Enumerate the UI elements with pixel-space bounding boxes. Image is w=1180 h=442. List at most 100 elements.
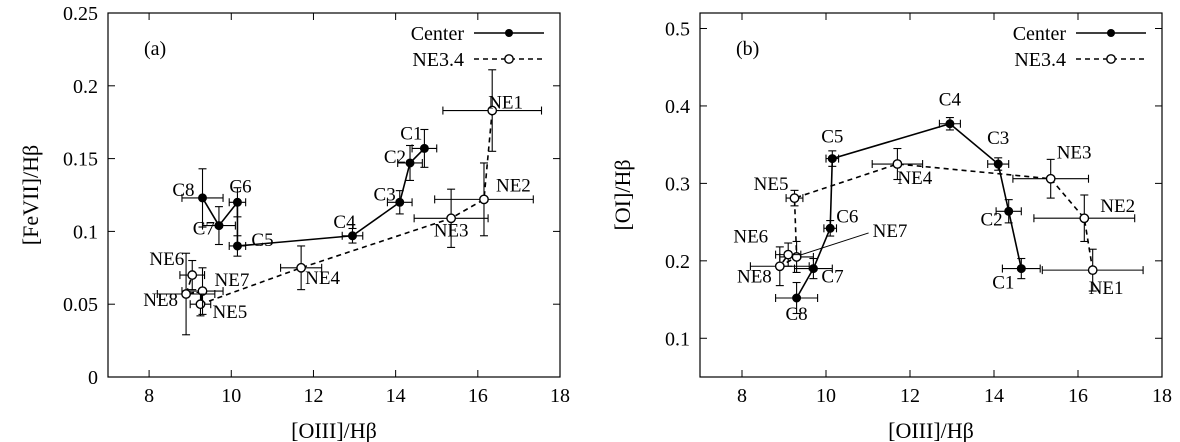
point-label-ne6: NE6 (149, 249, 184, 270)
x-tick-label: 10 (221, 385, 241, 407)
data-point-ne8 (774, 261, 785, 272)
point-label-c2: C2 (384, 147, 406, 168)
x-tick-label: 8 (737, 385, 747, 407)
data-point-ne3 (1045, 173, 1056, 184)
data-point-c3 (993, 159, 1003, 169)
series-center: C1 C2 C3 C4 C5 C6 C7 C8 (172, 123, 438, 257)
point-label-ne1: NE1 (1089, 278, 1124, 299)
x-tick-label: 18 (1152, 385, 1172, 407)
y-axis-label: [OI]/Hβ (610, 159, 635, 230)
series-ne3-4: NE1 NE2 NE3 NE4 NE5 NE7 NE8 NE6 (143, 69, 543, 336)
data-point-c5 (827, 154, 837, 164)
y-tick-label: 0.1 (73, 221, 98, 243)
y-tick-label: 0.1 (665, 328, 690, 350)
x-axis-label: [OIII]/Hβ (291, 418, 377, 442)
data-point-ne2 (479, 194, 489, 205)
point-label-c6: C6 (836, 206, 858, 227)
y-tick-label: 0.05 (63, 294, 98, 316)
data-point-ne7 (791, 252, 802, 262)
legend-marker-filled (1107, 29, 1115, 37)
point-label-ne3: NE3 (1057, 143, 1092, 164)
legend: Center NE3.4 (1013, 23, 1146, 71)
data-point-ne1 (487, 105, 498, 116)
legend-entry-label: NE3.4 (412, 49, 464, 71)
data-point-ne2 (1079, 213, 1090, 224)
x-tick-label: 16 (468, 385, 488, 407)
data-point-ne4 (892, 159, 903, 169)
point-label-c3: C3 (987, 128, 1009, 149)
y-axis-label: [FeVII]/Hβ (18, 145, 43, 245)
point-label-ne8: NE8 (143, 290, 178, 311)
data-point-c3 (395, 197, 405, 207)
y-tick-label: 0.4 (665, 96, 690, 118)
point-label-c1: C1 (992, 273, 1014, 294)
series-line (795, 122, 1023, 299)
point-label-ne2: NE2 (1100, 196, 1135, 217)
panel-label: (b) (736, 38, 759, 60)
x-tick-label: 14 (386, 385, 406, 407)
data-point-c2 (405, 158, 415, 168)
point-label-ne2: NE2 (496, 175, 531, 196)
data-point-ne1 (1087, 265, 1098, 276)
data-point-c8 (792, 293, 802, 303)
x-tick-label: 16 (1068, 385, 1088, 407)
plot-frame (107, 12, 561, 378)
y-tick-label: 0.25 (63, 3, 98, 25)
point-label-c2: C2 (981, 209, 1003, 230)
x-tick-label: 8 (144, 385, 154, 407)
point-label-ne5: NE5 (212, 302, 247, 323)
data-point-c6 (232, 197, 242, 207)
point-label-ne3: NE3 (434, 220, 469, 241)
data-point-c1 (1016, 264, 1026, 274)
panel-a-chart: 8 10 12 14 16 18 0 0.05 0.1 0.15 0.2 0.25 [OIII]/Hβ [… (18, 3, 570, 442)
plot-frame (699, 12, 1163, 378)
point-label-ne5: NE5 (754, 174, 789, 195)
y-tick-label: 0.2 (73, 76, 98, 98)
data-point-ne5 (195, 299, 206, 310)
y-tick-label: 0 (88, 367, 98, 389)
y-tick-label: 0.15 (63, 149, 98, 171)
data-point-c5 (232, 241, 242, 251)
data-point-ne3 (446, 213, 457, 224)
legend-marker-open (1106, 54, 1116, 64)
legend: Center NE3.4 (411, 23, 544, 71)
data-point-ne8 (181, 289, 191, 299)
data-point-ne4 (296, 262, 307, 273)
data-point-c4 (945, 119, 955, 129)
point-label-ne4: NE4 (897, 168, 932, 189)
point-label-ne6: NE6 (733, 227, 768, 248)
data-point-c8 (198, 193, 208, 203)
point-label-ne1: NE1 (488, 93, 523, 114)
point-label-c7: C7 (821, 267, 843, 288)
data-point-c7 (214, 221, 224, 231)
x-tick-label: 10 (816, 385, 836, 407)
series-center: C1 C2 C3 C4 C5 C6 C7 C8 (775, 90, 1041, 325)
ne7-leader-line (800, 232, 869, 256)
data-point-c2 (1004, 206, 1014, 216)
panel-b-chart: 8 10 12 14 16 18 0.1 0.2 0.3 0.4 0.5 [OIII]/Hβ [OI]/… (610, 12, 1172, 442)
x-tick-label: 12 (900, 385, 920, 407)
point-label-c3: C3 (374, 184, 396, 205)
data-point-c4 (347, 231, 357, 241)
y-tick-label: 0.5 (665, 18, 690, 40)
series-line (779, 163, 1094, 271)
x-tick-label: 14 (984, 385, 1004, 407)
point-label-ne7: NE7 (215, 270, 250, 291)
data-point-ne6 (783, 249, 794, 260)
legend-marker-open (504, 54, 514, 64)
legend-entry-label: Center (411, 23, 465, 45)
point-label-c8: C8 (786, 304, 808, 325)
legend-entry-label: Center (1013, 23, 1067, 45)
point-label-ne8: NE8 (737, 266, 772, 287)
x-tick-label: 12 (303, 385, 323, 407)
data-point-ne5 (789, 193, 800, 203)
series-ne3-4: NE1 NE2 NE3 NE4 NE5 NE7 NE8 NE6 (733, 143, 1144, 299)
data-point-c6 (825, 223, 835, 233)
data-point-ne7 (197, 286, 208, 296)
data-point-c7 (808, 264, 818, 274)
point-label-c4: C4 (939, 90, 962, 111)
point-label-ne7: NE7 (873, 221, 908, 242)
x-axis-label: [OIII]/Hβ (888, 418, 974, 442)
point-label-c5: C5 (251, 230, 273, 251)
